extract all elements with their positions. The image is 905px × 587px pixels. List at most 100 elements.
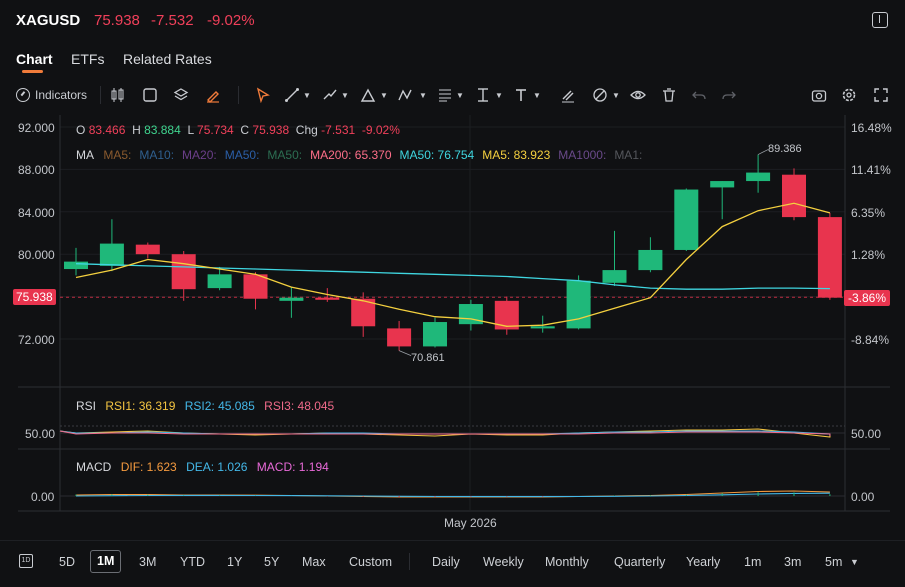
candle-body [135,244,160,255]
bottom-bar-divider [409,553,410,570]
trend-line-icon[interactable] [284,87,300,103]
high-label: H [132,123,141,137]
settings-gear-icon[interactable] [841,87,857,103]
ma-legend-item[interactable]: MA10: [139,148,175,162]
interval-5m[interactable]: 5m [825,555,843,569]
dif-value: DIF: 1.623 [120,460,177,474]
interval-1m[interactable]: 1m [744,555,762,569]
chevron-down-icon[interactable]: ▼ [533,91,541,100]
interval-3m[interactable]: 3m [784,555,802,569]
period-max[interactable]: Max [302,555,326,569]
macd-axis-left: 0.00 [31,490,55,504]
candle-body [674,189,699,250]
layers-icon[interactable] [173,87,189,103]
candle-body [387,328,412,347]
period-5y[interactable]: 5Y [264,555,280,569]
ma-legend-item[interactable]: MA20: [182,148,217,162]
macd-legend[interactable]: MACD DIF: 1.623 DEA: 1.026 MACD: 1.194 [76,460,329,474]
chevron-down-icon[interactable]: ▼ [303,91,311,100]
period-ytd[interactable]: YTD [180,555,205,569]
tab-chart[interactable]: Chart [16,51,53,67]
ma-legend-item[interactable]: MA5: [103,148,132,162]
ma-legend-item[interactable]: MA50: 76.754 [399,148,475,162]
chevron-down-icon[interactable]: ▼ [419,91,427,100]
eye-icon[interactable] [630,87,646,103]
magnet-icon[interactable] [560,87,576,103]
ma-legend-item[interactable]: MA5: 83.923 [482,148,551,162]
price-axis-label: 84.000 [18,206,55,220]
measure-tool-icon[interactable] [475,87,491,103]
drawing-pen-icon[interactable] [592,87,608,103]
dea-value: DEA: 1.026 [186,460,248,474]
candle-body [602,270,627,283]
price-axis-label: 92.000 [18,121,55,135]
ma-legend-item[interactable]: MA1: [614,148,643,162]
period-3m[interactable]: 3M [139,555,157,569]
macd-axis-right: 0.00 [851,490,875,504]
chevron-down-icon[interactable]: ▼ [850,557,859,567]
open-label: O [76,123,86,137]
period-custom[interactable]: Custom [349,555,393,569]
candle-body [710,181,735,188]
pct-axis-label: -8.84% [851,333,890,347]
fullscreen-icon[interactable] [873,87,889,103]
candle-body [530,326,555,329]
trash-icon[interactable] [661,87,677,103]
pct-axis-label: 1.28% [851,248,886,262]
period-1y[interactable]: 1Y [227,555,243,569]
camera-icon[interactable] [811,87,827,103]
indicators-label: Indicators [35,88,88,102]
low-leader [398,350,412,357]
cursor-icon[interactable] [255,87,271,103]
calendar-icon[interactable]: 1D [19,554,33,568]
candle-body [99,243,124,266]
interval-quarterly[interactable]: Quarterly [614,555,666,569]
chevron-down-icon[interactable]: ▼ [495,91,503,100]
chevron-down-icon[interactable]: ▼ [612,91,620,100]
collapse-panel-icon[interactable] [872,12,888,28]
text-tool-icon[interactable] [513,87,529,103]
macd-value: MACD: 1.194 [256,460,329,474]
period-5d[interactable]: 5D [59,555,75,569]
candlestick-type-icon[interactable] [110,87,126,103]
chevron-down-icon[interactable]: ▼ [456,91,464,100]
price-axis-label: 88.000 [18,163,55,177]
ma-legend-item[interactable]: MA50: [224,148,260,162]
pattern-tool-icon[interactable] [398,87,414,103]
rectangle-icon[interactable] [142,87,158,103]
candle-body [782,174,806,218]
brush-icon[interactable] [205,87,221,103]
ray-line-icon[interactable] [322,87,338,103]
symbol-title: XAGUSD [16,12,81,29]
gauge-icon [16,88,30,102]
indicators-button[interactable]: Indicators [16,86,87,104]
current-pct-tag: -3.86% [844,290,891,306]
ma-legend[interactable]: MA MA5: MA10: MA20: MA50: MA50: MA200: 65.370… [76,148,650,162]
ma-legend-item[interactable]: MA50: [267,148,303,162]
chevron-down-icon[interactable]: ▼ [380,91,388,100]
pct-axis-label: 16.48% [851,121,892,135]
bottom-divider [0,540,905,541]
high-annotation: 89.386 [768,143,802,155]
interval-weekly[interactable]: Weekly [483,555,524,569]
undo-icon[interactable] [691,87,707,103]
fib-tool-icon[interactable] [437,87,453,103]
tab-etfs[interactable]: ETFs [71,51,105,67]
ma-legend-item[interactable]: MA200: 65.370 [310,148,392,162]
triangle-tool-icon[interactable] [360,87,376,103]
candle-body [243,274,268,299]
chevron-down-icon[interactable]: ▼ [341,91,349,100]
price-chart[interactable] [0,112,905,537]
interval-daily[interactable]: Daily [432,555,460,569]
redo-icon[interactable] [721,87,737,103]
chg-label: Chg [295,123,318,137]
ma5-line [75,202,831,327]
interval-monthly[interactable]: Monthly [545,555,589,569]
ma-legend-item[interactable]: MA1000: [558,148,607,162]
period-1m[interactable]: 1M [90,550,122,573]
rsi-legend[interactable]: RSI RSI1: 36.319 RSI2: 45.085 RSI3: 48.0… [76,399,334,413]
interval-yearly[interactable]: Yearly [686,555,721,569]
high-value: 83.884 [144,123,181,137]
chg-value: -7.531 [321,123,356,137]
tab-related-rates[interactable]: Related Rates [123,51,212,67]
